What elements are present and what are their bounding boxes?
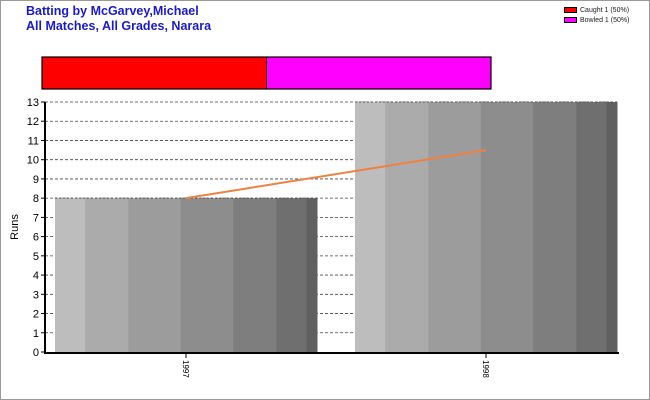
title-line-1: Batting by McGarvey,Michael [26, 4, 199, 18]
y-tick-label-3: 3 [33, 289, 39, 301]
trend-line [185, 149, 487, 200]
y-tick-label-11: 11 [28, 135, 39, 147]
y-tick-label-13: 13 [27, 97, 39, 109]
bar-1997-strip-4 [233, 198, 277, 352]
legend-swatch-bowled [564, 17, 577, 23]
bar-1997-strip-2 [128, 198, 182, 352]
bar-1997-strip-3 [180, 198, 234, 352]
y-tick-label-4: 4 [33, 270, 39, 282]
dismissal-segment-caught [42, 57, 267, 89]
bar-1997-strip-0 [55, 198, 86, 352]
bar-1998-strip-6 [606, 102, 618, 352]
bar-1997-strip-5 [276, 198, 308, 352]
bar-1998-strip-3 [480, 102, 534, 352]
dismissal-segment-bowled [266, 57, 491, 89]
legend-swatch-caught [564, 7, 577, 13]
legend-label-bowled: Bowled 1 (50%) [580, 16, 630, 24]
y-tick-label-6: 6 [33, 232, 39, 244]
bar-1998-strip-5 [576, 102, 608, 352]
y-tick-label-2: 2 [33, 309, 39, 321]
y-tick-label-9: 9 [33, 174, 39, 186]
y-tick-label-7: 7 [33, 212, 39, 224]
bar-1997-strip-6 [306, 198, 318, 352]
y-tick-label-8: 8 [33, 193, 39, 205]
bar-1997-strip-1 [85, 198, 129, 352]
legend-item-caught: Caught 1 (50%) [564, 5, 629, 15]
y-tick-label-10: 10 [27, 155, 39, 167]
chart-title: Batting by McGarvey,Michael All Matches,… [26, 4, 211, 34]
y-tick-label-5: 5 [33, 251, 39, 263]
y-tick-label-1: 1 [33, 328, 39, 340]
legend: Caught 1 (50%) Bowled 1 (50%) [564, 5, 629, 25]
bar-1998-strip-1 [385, 102, 429, 352]
bar-1998-strip-2 [428, 102, 482, 352]
x-tick-label-1998: 1998 [481, 360, 490, 378]
y-axis-label: Runs [9, 214, 21, 240]
y-tick-label-12: 12 [27, 116, 39, 128]
bar-1998-strip-0 [355, 102, 386, 352]
bar-1998-strip-4 [533, 102, 577, 352]
y-tick-label-0: 0 [33, 347, 39, 359]
x-tick-label-1997: 1997 [181, 360, 190, 378]
legend-item-bowled: Bowled 1 (50%) [564, 15, 629, 25]
legend-label-caught: Caught 1 (50%) [580, 6, 630, 14]
title-line-2: All Matches, All Grades, Narara [26, 19, 212, 33]
